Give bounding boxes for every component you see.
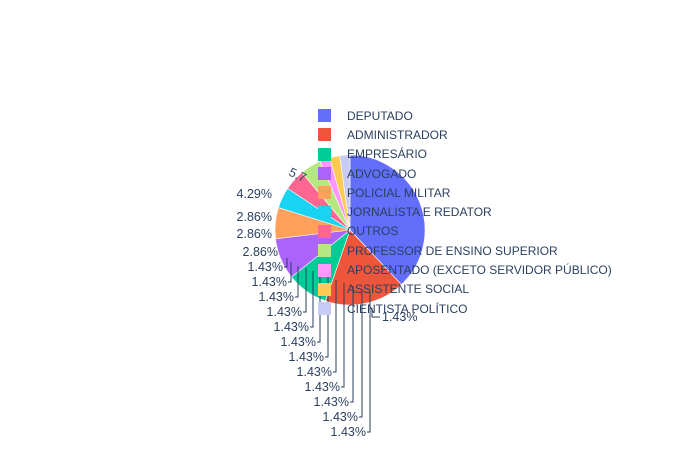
- legend-label: CIENTISTA POLÍTICO: [347, 301, 468, 316]
- legend-label: ASSISTENTE SOCIAL: [347, 282, 470, 297]
- legend-label: POLICIAL MILITAR: [347, 185, 451, 200]
- legend-item[interactable]: PROFESSOR DE ENSINO SUPERIOR: [318, 241, 612, 260]
- legend-label: DEPUTADO: [347, 108, 413, 123]
- legend-item[interactable]: CIENTISTA POLÍTICO: [318, 299, 612, 318]
- pie-slice[interactable]: [339, 154, 351, 231]
- slice-label: 1.43%: [289, 350, 324, 364]
- slice-label: 1.43%: [267, 305, 302, 319]
- pie-slice[interactable]: [349, 154, 426, 285]
- legend-swatch: [318, 302, 331, 316]
- leader-line: [303, 268, 307, 313]
- leader-line: [371, 308, 380, 318]
- legend-item[interactable]: OUTROS: [318, 222, 612, 241]
- slice-label: 1.43%: [281, 335, 316, 349]
- legend-item[interactable]: ASSISTENTE SOCIAL: [318, 280, 612, 299]
- legend-label: PROFESSOR DE ENSINO SUPERIOR: [347, 243, 558, 258]
- legend-label: OUTROS: [347, 224, 399, 239]
- legend-swatch: [318, 128, 331, 142]
- slice-label: 1.43%: [314, 395, 349, 409]
- legend: DEPUTADO ADMINISTRADOR EMPRESÁRIO ADVOGADO P…: [318, 106, 612, 318]
- legend-swatch: [318, 205, 331, 219]
- leader-line: [359, 289, 363, 418]
- legend-swatch: [318, 147, 331, 161]
- leader-line: [341, 283, 345, 388]
- legend-label: EMPRESÁRIO: [347, 147, 428, 162]
- leader-line: [310, 271, 314, 328]
- leader-line: [295, 266, 299, 298]
- leader-line: [288, 262, 292, 283]
- slice-label: 2.86%: [237, 227, 272, 241]
- legend-label: ADMINISTRADOR: [347, 127, 448, 142]
- slice-label: 1.43%: [297, 365, 332, 379]
- legend-swatch: [318, 282, 331, 296]
- slice-label: 1.43%: [305, 380, 340, 394]
- legend-swatch: [318, 244, 331, 258]
- legend-item[interactable]: EMPRESÁRIO: [318, 145, 612, 164]
- legend-label: JORNALISTA E REDATOR: [347, 205, 492, 220]
- legend-swatch: [318, 109, 331, 123]
- slice-label: 1.43%: [331, 425, 366, 439]
- slice-label: 1.43%: [323, 410, 358, 424]
- legend-item[interactable]: POLICIAL MILITAR: [318, 183, 612, 202]
- legend-item[interactable]: ADVOGADO: [318, 164, 612, 183]
- leader-line: [367, 292, 371, 433]
- leader-line: [333, 280, 337, 373]
- legend-swatch: [318, 263, 331, 277]
- slice-label: 1.43%: [259, 290, 294, 304]
- legend-label: ADVOGADO: [347, 166, 417, 181]
- leader-line: [350, 286, 354, 403]
- slice-label-right: 1.43%: [382, 310, 417, 324]
- legend-label: APOSENTADO (EXCETO SERVIDOR PÚBLICO): [347, 263, 612, 278]
- legend-item[interactable]: JORNALISTA E REDATOR: [318, 202, 612, 221]
- legend-item[interactable]: APOSENTADO (EXCETO SERVIDOR PÚBLICO): [318, 260, 612, 279]
- legend-swatch: [318, 167, 331, 181]
- legend-item[interactable]: DEPUTADO: [318, 106, 612, 125]
- slice-label: 2.86%: [237, 210, 272, 224]
- slice-label: 2.86%: [243, 245, 278, 259]
- leader-line: [317, 274, 321, 343]
- legend-item[interactable]: ADMINISTRADOR: [318, 125, 612, 144]
- slice-label: 1.43%: [252, 275, 287, 289]
- slice-label: 1.43%: [274, 320, 309, 334]
- slice-label-inside: 5.7: [287, 165, 309, 185]
- slice-label: 4.29%: [237, 187, 272, 201]
- leader-line: [284, 258, 288, 268]
- legend-swatch: [318, 224, 331, 238]
- slice-label: 1.43%: [248, 260, 283, 274]
- legend-swatch: [318, 186, 331, 200]
